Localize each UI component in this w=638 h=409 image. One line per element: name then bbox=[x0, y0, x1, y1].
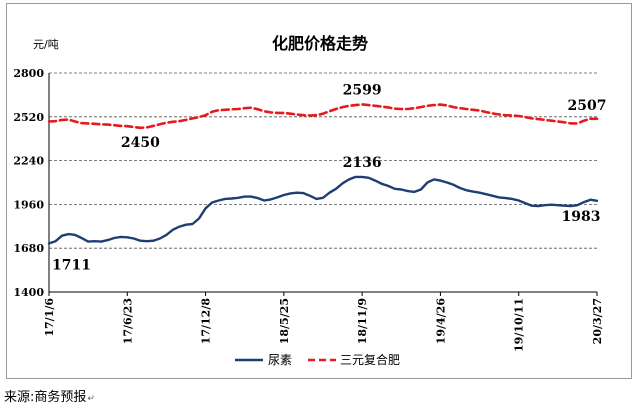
series-line-1 bbox=[47, 103, 599, 130]
return-mark: ↵ bbox=[87, 394, 95, 404]
x-tick-label: 19/10/11 bbox=[513, 298, 526, 352]
y-tick-label: 1960 bbox=[13, 198, 44, 211]
x-tick-label: 17/1/6 bbox=[43, 298, 56, 337]
chart-title: 化肥价格走势 bbox=[272, 34, 368, 53]
y-tick-labels: 1400 1680 1960 2240 2520 2800 bbox=[13, 67, 44, 299]
data-labels: 1711 2136 1983 2450 2599 2507 bbox=[52, 82, 606, 273]
x-tick-labels: 17/1/6 17/6/23 17/12/8 18/5/25 18/11/9 19/4/2… bbox=[43, 298, 604, 352]
chart-frame bbox=[6, 3, 632, 379]
source-text: 来源:商务预报 bbox=[4, 390, 87, 405]
data-label: 2136 bbox=[343, 155, 382, 171]
series-line-0 bbox=[47, 175, 599, 245]
y-tick-label: 2520 bbox=[13, 111, 44, 124]
data-label: 1983 bbox=[562, 209, 601, 225]
legend-label-0: 尿素 bbox=[268, 353, 292, 367]
x-tick-label: 19/4/26 bbox=[434, 298, 447, 345]
axes bbox=[48, 73, 598, 296]
legend-label-1: 三元复合肥 bbox=[340, 352, 400, 367]
y-tick-label: 2800 bbox=[13, 67, 44, 80]
x-tick-label: 17/6/23 bbox=[121, 298, 134, 344]
y-tick-label: 1400 bbox=[13, 286, 44, 299]
x-tick-label: 17/12/8 bbox=[200, 298, 213, 345]
y-unit-label: 元/吨 bbox=[33, 38, 59, 51]
data-label: 1711 bbox=[52, 257, 91, 273]
data-label: 2507 bbox=[568, 98, 607, 114]
x-tick-label: 20/3/27 bbox=[591, 298, 604, 344]
source-note: 来源:商务预报↵ bbox=[4, 386, 95, 405]
data-label: 2450 bbox=[121, 135, 160, 151]
x-tick-label: 18/5/25 bbox=[278, 298, 291, 344]
chart-svg: 化肥价格走势 元/吨 1400 1680 1960 2240 2520 2800 17/1… bbox=[13, 34, 606, 367]
series-lines bbox=[47, 103, 599, 245]
y-tick-label: 2240 bbox=[13, 155, 44, 168]
data-label: 2599 bbox=[343, 82, 382, 98]
y-tick-label: 1680 bbox=[13, 242, 44, 255]
legend: 尿素 三元复合肥 bbox=[235, 352, 400, 367]
x-tick-label: 18/11/9 bbox=[356, 298, 369, 344]
gridlines bbox=[49, 72, 597, 249]
